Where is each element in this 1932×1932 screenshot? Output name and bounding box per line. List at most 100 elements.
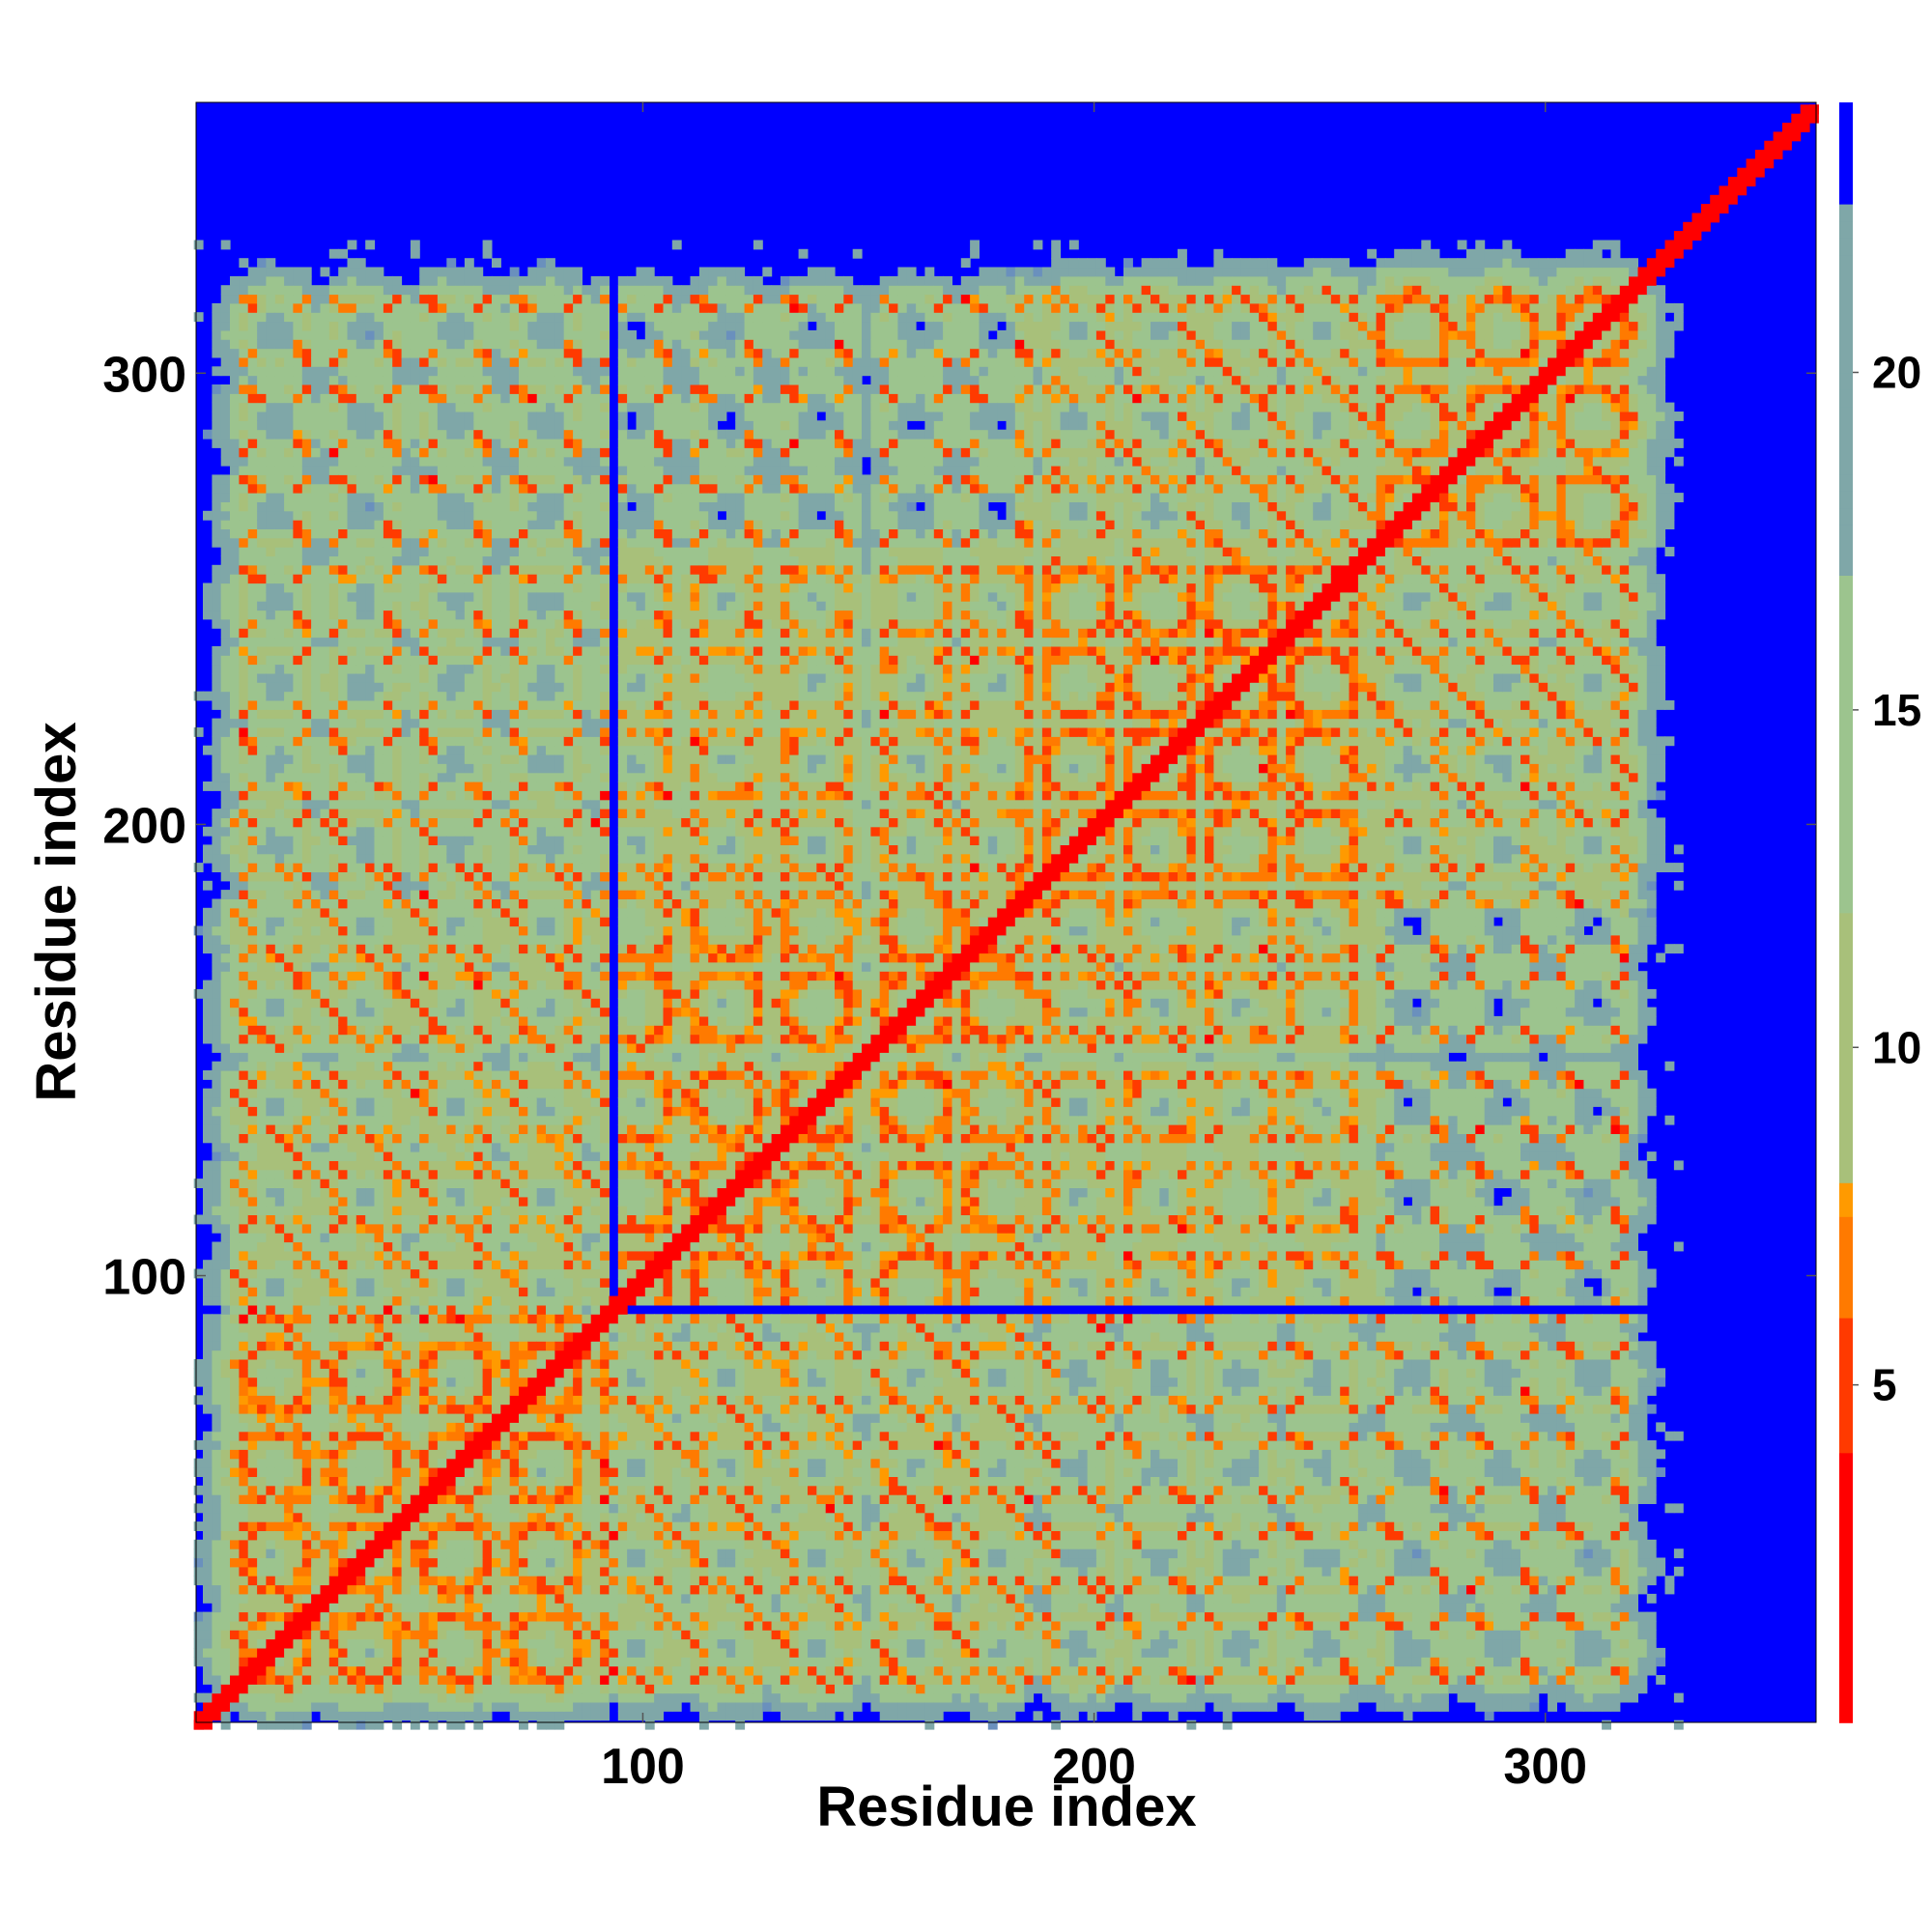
heatmap-cell	[239, 1251, 248, 1261]
heatmap-cell	[1485, 1702, 1494, 1712]
heatmap-cell	[1583, 1693, 1593, 1703]
heatmap-cell	[212, 1124, 221, 1134]
heatmap-cell	[799, 1666, 809, 1676]
heatmap-cell	[735, 1612, 745, 1622]
heatmap-cell	[338, 1486, 348, 1495]
heatmap-cell	[257, 1287, 267, 1296]
heatmap-cell	[411, 1702, 420, 1712]
heatmap-cell	[221, 1648, 231, 1658]
heatmap-cell	[1520, 1666, 1530, 1676]
heatmap-cell	[826, 1612, 836, 1622]
heatmap-cell	[212, 746, 221, 755]
heatmap-cell	[266, 556, 275, 566]
heatmap-cell	[843, 1603, 853, 1612]
heatmap-cell	[781, 1612, 790, 1622]
heatmap-cell	[302, 1097, 312, 1107]
heatmap-cell	[1034, 1621, 1043, 1631]
heatmap-cell	[853, 1666, 863, 1676]
heatmap-cell	[302, 727, 312, 737]
heatmap-cell	[1556, 1666, 1566, 1676]
heatmap-cell	[808, 1576, 817, 1585]
heatmap-cell	[321, 322, 330, 331]
heatmap-cell	[266, 1233, 275, 1242]
heatmap-cell	[230, 1251, 240, 1261]
heatmap-cell	[329, 249, 339, 259]
heatmap-cell	[293, 1378, 302, 1387]
heatmap-cell	[329, 890, 339, 899]
heatmap-cell	[672, 1594, 682, 1604]
heatmap-cell	[1358, 1630, 1368, 1639]
heatmap-cell	[1069, 1612, 1079, 1622]
heatmap-cell	[293, 1133, 302, 1143]
heatmap-cell	[329, 899, 339, 909]
heatmap-cell	[221, 611, 231, 620]
heatmap-cell	[1566, 1612, 1576, 1622]
heatmap-cell	[212, 655, 221, 665]
heatmap-cell	[988, 1720, 998, 1730]
heatmap-cell	[1313, 1576, 1322, 1585]
heatmap-cell	[329, 1386, 339, 1396]
heatmap-cell	[997, 1630, 1007, 1639]
heatmap-cell	[321, 1540, 330, 1549]
heatmap-cell	[302, 1639, 312, 1649]
heatmap-cell	[311, 466, 321, 475]
heatmap-cell	[257, 899, 267, 909]
heatmap-cell	[311, 1188, 321, 1198]
heatmap-cell	[248, 1449, 258, 1459]
heatmap-cell	[293, 1684, 302, 1693]
heatmap-cell	[221, 1459, 231, 1468]
heatmap-cell	[573, 1594, 582, 1604]
heatmap-cell	[321, 1405, 330, 1414]
heatmap-cell	[1304, 1648, 1314, 1658]
heatmap-cell	[627, 1711, 637, 1720]
heatmap-cell	[293, 1323, 302, 1333]
heatmap-cell	[338, 665, 348, 674]
heatmap-cell	[257, 1116, 267, 1125]
heatmap-cell	[311, 439, 321, 448]
heatmap-cell	[329, 1368, 339, 1378]
heatmap-cell	[230, 330, 240, 340]
heatmap-cell	[321, 719, 330, 728]
heatmap-cell	[221, 962, 231, 972]
heatmap-cell	[221, 1296, 231, 1306]
heatmap-cell	[221, 556, 231, 566]
heatmap-cell	[203, 1432, 213, 1441]
heatmap-cell	[221, 430, 231, 440]
heatmap-cell	[230, 682, 240, 692]
heatmap-cell	[1485, 1693, 1494, 1703]
heatmap-cell	[1042, 1693, 1052, 1703]
heatmap-cell	[321, 1558, 330, 1568]
heatmap-cell	[194, 1720, 204, 1730]
heatmap-cell	[311, 1413, 321, 1423]
heatmap-cell	[1042, 1648, 1052, 1658]
heatmap-cell	[365, 1630, 375, 1639]
heatmap-cell	[1458, 1684, 1467, 1693]
heatmap-cell	[1529, 1603, 1539, 1612]
heatmap-cell	[257, 638, 267, 647]
heatmap-cell	[1458, 1612, 1467, 1622]
heatmap-cell	[239, 1025, 248, 1035]
heatmap-cell	[816, 1675, 826, 1685]
heatmap-cell	[735, 1666, 745, 1676]
heatmap-cell	[916, 1684, 925, 1693]
heatmap-cell	[419, 1657, 429, 1666]
heatmap-cell	[329, 1043, 339, 1053]
heatmap-cell	[230, 1160, 240, 1170]
heatmap-cell	[302, 420, 312, 430]
heatmap-cell	[266, 800, 275, 810]
heatmap-cell	[492, 1630, 501, 1639]
heatmap-cell	[510, 1657, 520, 1666]
heatmap-cell	[1322, 1675, 1332, 1685]
heatmap-cell	[1475, 1648, 1485, 1658]
heatmap-cell	[1142, 1612, 1151, 1622]
heatmap-cell	[321, 1179, 330, 1188]
heatmap-cell	[924, 1702, 934, 1712]
heatmap-cell	[582, 1639, 591, 1649]
heatmap-cell	[582, 1594, 591, 1604]
heatmap-cell	[311, 376, 321, 385]
heatmap-cell	[483, 1630, 493, 1639]
heatmap-cell	[275, 339, 285, 349]
heatmap-cell	[1512, 1612, 1521, 1622]
heatmap-cell	[329, 1305, 339, 1315]
heatmap-cell	[961, 1621, 971, 1631]
